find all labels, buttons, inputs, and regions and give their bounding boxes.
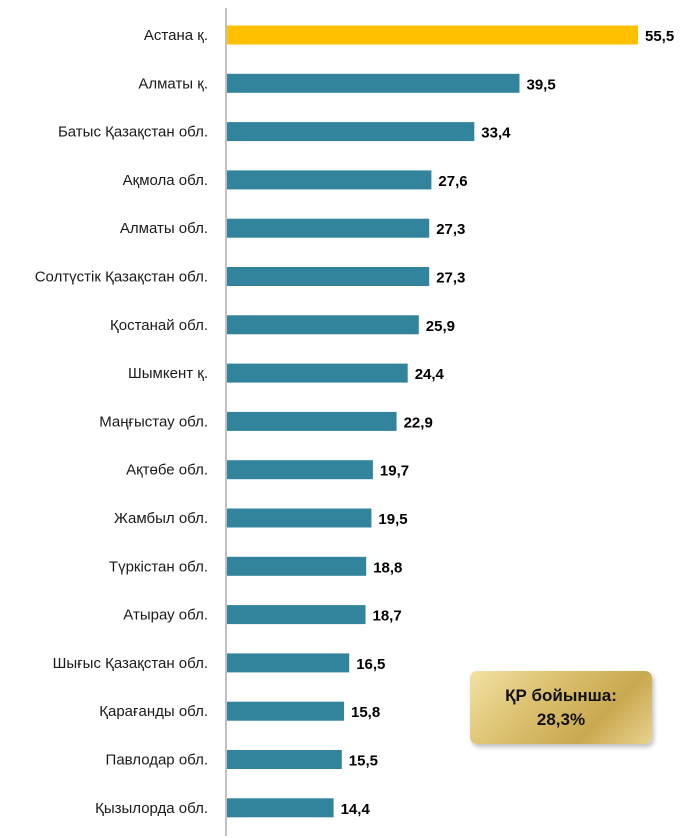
- value-label: 27,6: [438, 173, 467, 190]
- value-label: 15,8: [351, 704, 380, 721]
- bar: [227, 701, 344, 721]
- bar: [227, 25, 638, 45]
- value-label: 18,7: [373, 608, 402, 625]
- value-label: 16,5: [356, 656, 385, 673]
- bar: [227, 653, 350, 673]
- value-label: 19,5: [378, 511, 407, 528]
- category-label: Түркістан обл.: [109, 558, 208, 575]
- bar: [227, 460, 373, 480]
- badge-value: 28,3%: [536, 709, 586, 729]
- bar: [227, 170, 432, 190]
- value-label: 55,5: [645, 28, 674, 45]
- bar: [227, 508, 372, 528]
- category-label: Маңғыстау обл.: [99, 413, 208, 430]
- value-label: 19,7: [380, 463, 409, 480]
- country-average-badge: ҚР бойынша: 28,3%: [470, 671, 652, 744]
- value-label: 33,4: [481, 125, 511, 142]
- bar: [227, 750, 342, 769]
- bar: [227, 73, 520, 93]
- category-label: Алматы обл.: [120, 220, 208, 237]
- value-label: 25,9: [426, 318, 455, 335]
- category-label: Ақтөбе обл.: [126, 462, 208, 479]
- category-label: Жамбыл обл.: [114, 510, 208, 527]
- category-label: Шымкент қ.: [128, 365, 208, 382]
- value-label: 24,4: [415, 366, 445, 383]
- bar: [227, 122, 475, 142]
- bar: [227, 218, 430, 238]
- category-label: Павлодар обл.: [106, 752, 208, 769]
- category-label: Атырау обл.: [123, 607, 208, 624]
- bar: [227, 315, 419, 335]
- category-label: Шығыс Қазақстан обл.: [53, 655, 208, 672]
- value-label: 15,5: [349, 753, 378, 770]
- badge-title: ҚР бойынша:: [505, 685, 617, 705]
- category-label: Қызылорда обл.: [95, 800, 208, 817]
- bar: [227, 605, 366, 625]
- bar: [227, 411, 397, 431]
- category-label: Астана қ.: [144, 27, 208, 44]
- bar: [227, 798, 334, 818]
- value-label: 27,3: [436, 270, 465, 287]
- value-label: 18,8: [373, 559, 402, 576]
- category-label: Қостанай обл.: [110, 317, 208, 334]
- category-label: Батыс Қазақстан обл.: [58, 124, 208, 141]
- bar: [227, 267, 430, 286]
- value-label: 39,5: [527, 76, 556, 93]
- category-label: Алматы қ.: [138, 75, 208, 92]
- bar: [227, 556, 367, 576]
- value-label: 27,3: [436, 221, 465, 238]
- category-label: Ақмола обл.: [123, 172, 208, 189]
- value-label: 22,9: [404, 414, 433, 431]
- category-label: Солтүстік Қазақстан обл.: [35, 269, 208, 286]
- value-label: 14,4: [341, 801, 371, 818]
- category-label: Қарағанды обл.: [99, 703, 208, 720]
- bar: [227, 363, 408, 383]
